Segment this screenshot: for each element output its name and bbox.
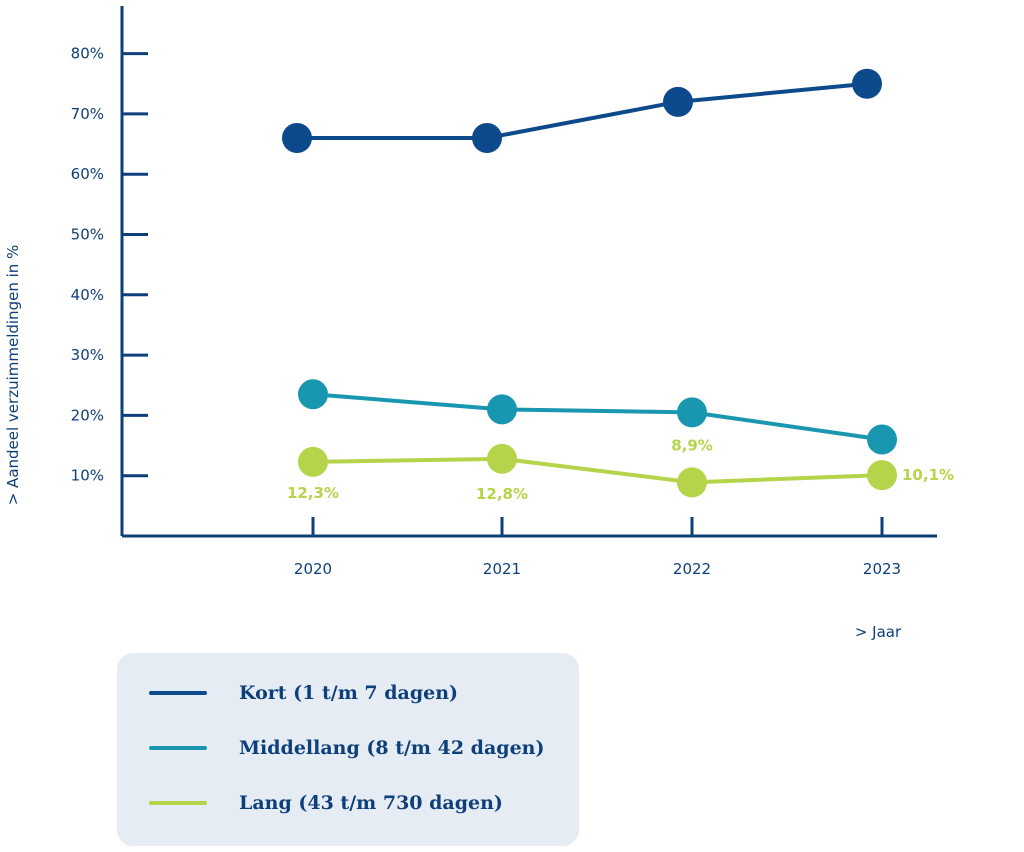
y-axis-ticks: 10% 20% 30% 40% 50% 60% 70% 80%: [71, 45, 148, 485]
y-tick-label: 20%: [71, 406, 104, 424]
axes: [120, 6, 937, 538]
data-point: [867, 424, 897, 455]
x-axis-ticks: 2020 2021 2022 2023: [294, 517, 901, 578]
legend-item-lang: Lang (43 t/m 730 dagen): [117, 787, 579, 842]
data-label: 10,1%: [902, 466, 954, 484]
x-tick-label: 2023: [863, 560, 901, 578]
data-label: 12,8%: [476, 485, 528, 503]
series-line: [311, 392, 884, 442]
series-group: [282, 68, 897, 498]
y-axis-title: > Aandeel verzuimmeldingen in %: [4, 245, 22, 506]
data-point: [487, 443, 517, 474]
data-point: [282, 123, 312, 154]
y-tick-label: 70%: [71, 105, 104, 123]
data-point: [298, 379, 328, 410]
data-label: 8,9%: [671, 436, 713, 454]
data-point: [487, 394, 517, 425]
series-line: [295, 81, 869, 141]
legend-label: Lang (43 t/m 730 dagen): [239, 792, 503, 814]
x-tick-label: 2021: [483, 560, 521, 578]
y-tick-label: 60%: [71, 165, 104, 183]
data-point: [677, 467, 707, 498]
data-point: [663, 86, 693, 117]
series-line: [311, 456, 884, 485]
legend-label: Kort (1 t/m 7 dagen): [239, 682, 459, 704]
legend-item-kort: Kort (1 t/m 7 dagen): [117, 677, 579, 732]
data-point: [852, 68, 882, 99]
legend-item-middellang: Middellang (8 t/m 42 dagen): [117, 732, 579, 787]
legend: Kort (1 t/m 7 dagen) Middellang (8 t/m 4…: [117, 653, 579, 846]
legend-swatch: [149, 801, 207, 805]
legend-swatch: [149, 691, 207, 695]
data-point: [298, 446, 328, 477]
y-tick-label: 30%: [71, 346, 104, 364]
x-tick-label: 2020: [294, 560, 332, 578]
legend-label: Middellang (8 t/m 42 dagen): [239, 737, 545, 759]
data-point: [867, 460, 897, 491]
y-tick-label: 50%: [71, 226, 104, 244]
x-axis-title: > Jaar: [855, 623, 902, 641]
legend-swatch: [149, 746, 207, 750]
data-point: [677, 397, 707, 428]
y-tick-label: 80%: [71, 45, 104, 63]
y-tick-label: 40%: [71, 286, 104, 304]
line-chart: 10%20%30%40%50%60%70%80% 2020 2021 2022 202…: [4, 6, 954, 641]
data-labels: 12,3% 12,8% 8,9% 10,1%: [287, 436, 954, 502]
y-tick-label: 10%: [71, 467, 104, 485]
x-tick-label: 2022: [673, 560, 711, 578]
data-point: [472, 123, 502, 154]
data-label: 12,3%: [287, 484, 339, 502]
